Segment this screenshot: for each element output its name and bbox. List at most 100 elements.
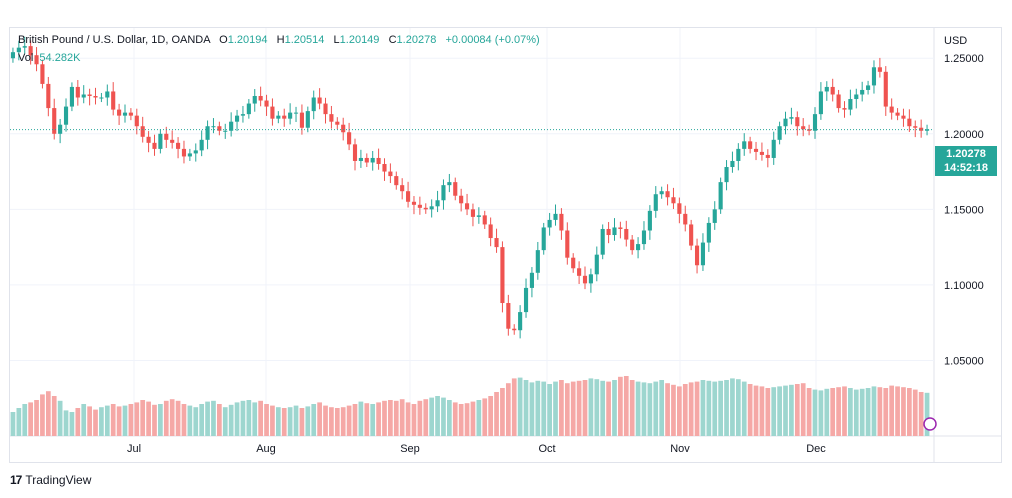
volume-bar xyxy=(110,404,116,436)
candle-body xyxy=(512,328,517,331)
candle-body xyxy=(134,115,139,127)
volume-bar xyxy=(99,407,104,436)
volume-bar xyxy=(871,386,877,436)
symbol-name[interactable]: British Pound / U.S. Dollar, 1D, OANDA xyxy=(18,34,210,46)
volume-bar xyxy=(535,380,541,436)
candle-body xyxy=(211,126,216,128)
currency-label[interactable]: USD xyxy=(944,35,968,47)
volume-bar xyxy=(777,386,782,436)
candle-body xyxy=(883,71,888,107)
price-tick-label: 1.05000 xyxy=(944,355,984,367)
last-price-tag: 1.20278 14:52:18 xyxy=(935,146,997,176)
volume-bar xyxy=(759,386,765,436)
volume-bar xyxy=(258,400,263,436)
candle-body xyxy=(276,115,281,119)
volume-bar xyxy=(730,378,735,436)
volume-bar xyxy=(842,386,847,436)
candle-body xyxy=(75,86,80,98)
time-tick-label: Oct xyxy=(538,443,555,455)
tradingview-brand[interactable]: TradingView xyxy=(25,473,92,487)
volume-bar xyxy=(128,404,134,436)
volume-bar xyxy=(629,380,635,436)
candle-body xyxy=(464,203,470,210)
volume-bar xyxy=(187,405,193,436)
volume-bar xyxy=(771,387,777,436)
candle-body xyxy=(470,209,476,217)
candle-body xyxy=(370,157,375,163)
tradingview-logo-icon[interactable]: 17 xyxy=(10,473,22,487)
candle-body xyxy=(311,97,316,112)
volume-bar xyxy=(340,407,346,436)
volume-bar xyxy=(51,396,57,436)
candle-body xyxy=(759,151,764,155)
volume-bar xyxy=(824,388,830,436)
volume-bar xyxy=(553,381,558,436)
candle-body xyxy=(63,106,69,125)
candle-body xyxy=(288,112,293,119)
time-tick-label: Aug xyxy=(256,443,276,455)
volume-bar xyxy=(228,404,234,436)
volume-bar xyxy=(370,404,376,436)
candle-body xyxy=(69,86,74,107)
volume-bar xyxy=(334,408,340,436)
candle-body xyxy=(217,126,222,131)
candle-body xyxy=(411,201,417,205)
candle-body xyxy=(854,94,859,100)
volume-bar xyxy=(659,380,665,436)
volume-bar xyxy=(818,390,824,436)
candle-body xyxy=(270,106,275,119)
volume-bar xyxy=(889,385,895,436)
volume-bar xyxy=(618,376,623,436)
volume-bar xyxy=(299,408,305,436)
candle-body xyxy=(317,97,322,104)
volume-bar xyxy=(665,383,670,436)
candle-body xyxy=(358,157,363,161)
volume-bar xyxy=(458,404,464,436)
volume-bar xyxy=(175,400,181,436)
volume-bar xyxy=(901,387,906,436)
volume-bar xyxy=(653,381,659,436)
volume-bar xyxy=(836,387,841,436)
candle-body xyxy=(394,176,399,186)
candle-body xyxy=(240,114,246,116)
volume-bar xyxy=(500,388,505,436)
close-value: 1.20278 xyxy=(396,34,437,46)
volume-bar xyxy=(152,404,157,436)
volume-bar xyxy=(45,391,51,436)
candle-body xyxy=(712,209,717,223)
volume-bar xyxy=(57,400,63,436)
candle-body xyxy=(323,103,328,115)
volume-bar xyxy=(735,379,741,436)
candle-body xyxy=(105,91,110,98)
volume-bar xyxy=(264,404,269,436)
candle-body xyxy=(547,219,552,228)
change-value: +0.00084 (+0.07%) xyxy=(445,34,540,46)
volume-bar xyxy=(246,400,252,436)
volume-bar xyxy=(435,396,440,436)
candle-body xyxy=(641,230,647,245)
volume-bar xyxy=(134,402,140,436)
volume-bar xyxy=(682,384,688,436)
volume-bar xyxy=(789,384,794,436)
candle-body xyxy=(535,250,540,273)
volume-bar xyxy=(87,406,92,436)
candle-body xyxy=(830,86,835,95)
candle-body xyxy=(400,185,405,192)
candle-body xyxy=(901,115,906,119)
candle-body xyxy=(482,215,487,225)
candle-body xyxy=(429,206,434,210)
candle-body xyxy=(577,268,582,276)
open-label: O xyxy=(219,34,228,46)
candle-body xyxy=(28,46,33,56)
volume-bar xyxy=(270,405,275,436)
candle-body xyxy=(612,227,617,236)
candle-body xyxy=(500,247,505,304)
volume-bar xyxy=(122,405,128,436)
volume-bar xyxy=(417,400,423,436)
volume-bar xyxy=(388,400,393,436)
candle-body xyxy=(523,287,529,313)
volume-bar xyxy=(877,387,883,436)
candle-body xyxy=(553,213,558,220)
candle-body xyxy=(352,144,358,161)
